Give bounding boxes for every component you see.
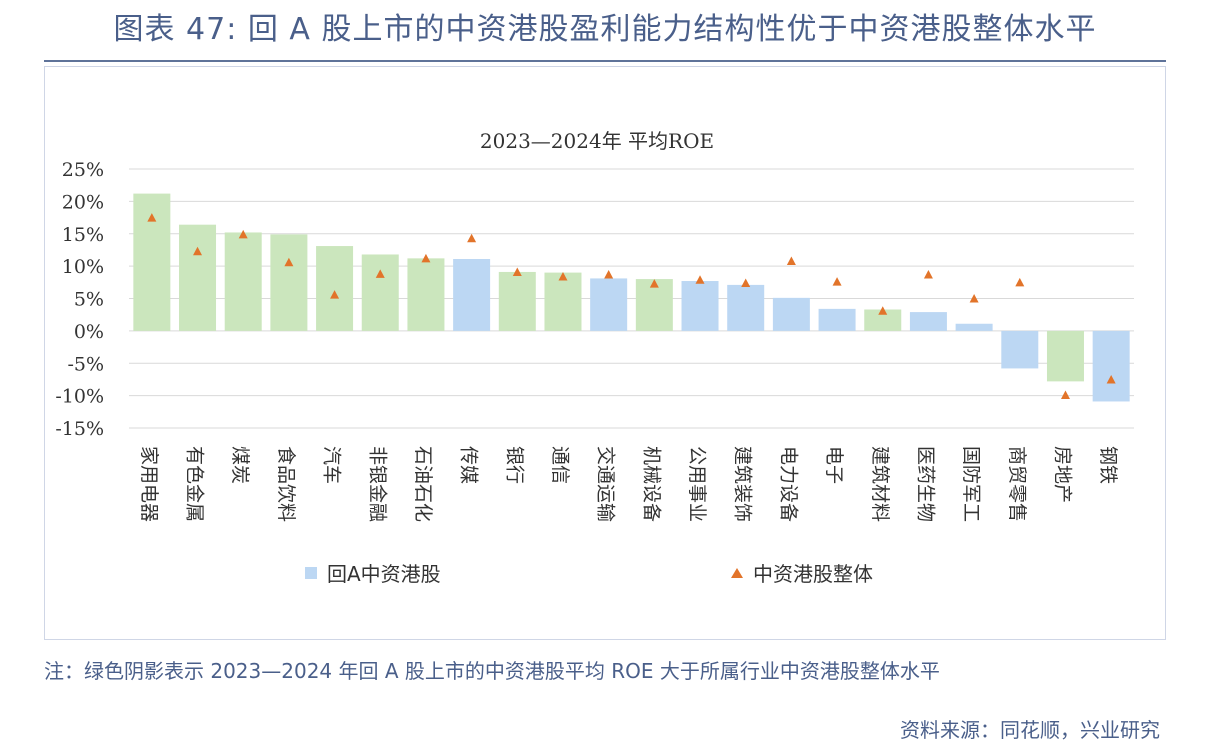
x-tick-label: 交通运输 <box>595 446 617 522</box>
legend-swatch-blue <box>305 566 317 579</box>
x-tick-label: 医药生物 <box>914 446 936 522</box>
x-tick-label: 建筑材料 <box>869 446 891 522</box>
marker-17 <box>878 306 888 315</box>
marker-20 <box>1015 277 1025 287</box>
bar-9 <box>498 271 536 331</box>
marker-7 <box>421 253 431 263</box>
marker-22 <box>1106 374 1116 384</box>
bar-7 <box>407 258 445 331</box>
x-tick-label: 钢铁 <box>1097 446 1119 484</box>
marker-4 <box>284 257 294 267</box>
x-tick-label: 汽车 <box>321 446 343 484</box>
bar-16 <box>818 308 856 331</box>
x-tick-label: 商贸零售 <box>1006 446 1028 522</box>
x-tick-label: 有色金属 <box>184 446 206 522</box>
marker-2 <box>193 246 203 256</box>
marker-11 <box>604 270 614 279</box>
bar-20 <box>1001 330 1039 369</box>
x-tick-label: 银行 <box>503 446 525 484</box>
x-tick-label: 房地产 <box>1051 446 1073 503</box>
x-tick-label: 传媒 <box>458 446 480 484</box>
footnote: 注：绿色阴影表示 2023—2024 年回 A 股上市的中资港股平均 ROE 大… <box>44 659 940 683</box>
marker-18 <box>923 270 933 279</box>
legend-label-markers: 中资港股整体 <box>753 562 873 586</box>
marker-9 <box>512 267 522 276</box>
marker-13 <box>695 275 705 284</box>
x-tick-label: 国防军工 <box>960 446 982 522</box>
bar-17 <box>864 309 902 331</box>
bar-2 <box>179 224 217 331</box>
marker-21 <box>1060 390 1070 399</box>
bar-4 <box>270 234 308 331</box>
bar-8 <box>453 259 491 331</box>
roe-bar-chart: 2023—2024年 平均ROE 25% 20% 15% 10% 5% 0% -5% -10%… <box>55 129 1134 522</box>
marker-19 <box>969 294 979 303</box>
x-tick-label: 公用事业 <box>686 446 708 522</box>
marker-10 <box>558 271 568 281</box>
marker-15 <box>786 256 796 265</box>
marker-5 <box>330 290 340 299</box>
x-tick-label: 家用电器 <box>138 446 160 522</box>
bar-12 <box>635 279 673 331</box>
bar-11 <box>590 278 628 331</box>
bar-3 <box>224 232 262 331</box>
bar-5 <box>316 246 354 331</box>
y-tick-label: 5% <box>74 289 104 311</box>
bar-22 <box>1092 330 1130 402</box>
bars-series <box>133 193 1130 402</box>
marker-1 <box>147 213 157 222</box>
y-tick-label: -10% <box>55 386 104 408</box>
bar-15 <box>772 297 810 331</box>
x-tick-label: 电力设备 <box>777 446 799 522</box>
legend-label-bars: 回A中资港股 <box>327 562 441 586</box>
marker-8 <box>467 233 477 243</box>
y-tick-label: -15% <box>55 418 104 440</box>
marker-6 <box>375 269 385 278</box>
y-tick-label: 10% <box>62 256 104 278</box>
marker-14 <box>741 278 751 287</box>
bar-6 <box>361 254 399 331</box>
x-tick-label: 通信 <box>549 446 571 484</box>
x-axis-labels: 家用电器 有色金属 煤炭 食品饮料 汽车 非银金融 石油石化 传媒 银行 通信 交通运输 机械设备 公用… <box>138 446 1119 522</box>
bar-10 <box>544 272 582 331</box>
title-divider <box>44 60 1166 62</box>
legend-item-bars: 回A中资港股 <box>305 558 441 587</box>
marker-16 <box>832 277 842 286</box>
y-tick-label: 15% <box>62 224 104 246</box>
marker-3 <box>238 229 248 239</box>
x-tick-label: 建筑装饰 <box>732 446 754 522</box>
y-tick-label: -5% <box>67 353 104 375</box>
x-tick-label: 非银金融 <box>366 446 388 522</box>
bar-19 <box>955 323 993 331</box>
legend-item-markers: 中资港股整体 <box>731 558 873 587</box>
x-tick-label: 食品饮料 <box>275 446 297 522</box>
x-tick-label: 机械设备 <box>640 446 662 522</box>
bar-13 <box>681 281 719 331</box>
page-title: 图表 47: 回 A 股上市的中资港股盈利能力结构性优于中资港股整体水平 <box>113 12 1097 47</box>
bar-18 <box>909 312 947 331</box>
y-tick-label: 25% <box>62 159 104 181</box>
chart-title: 2023—2024年 平均ROE <box>480 129 714 153</box>
source-credit: 资料来源：同花顺，兴业研究 <box>900 718 1160 742</box>
chart-frame <box>44 66 1166 640</box>
x-tick-label: 电子 <box>823 446 845 484</box>
marker-12 <box>649 279 659 288</box>
bar-14 <box>727 284 765 331</box>
y-tick-label: 20% <box>62 191 104 213</box>
x-tick-label: 煤炭 <box>229 446 251 484</box>
markers-series <box>147 213 1116 399</box>
bar-21 <box>1046 330 1084 382</box>
y-tick-label: 0% <box>74 321 104 343</box>
x-tick-label: 石油石化 <box>412 446 434 522</box>
y-axis-ticks: 25% 20% 15% 10% 5% 0% -5% -10% -15% <box>55 159 104 440</box>
legend-marker-triangle <box>731 567 743 578</box>
